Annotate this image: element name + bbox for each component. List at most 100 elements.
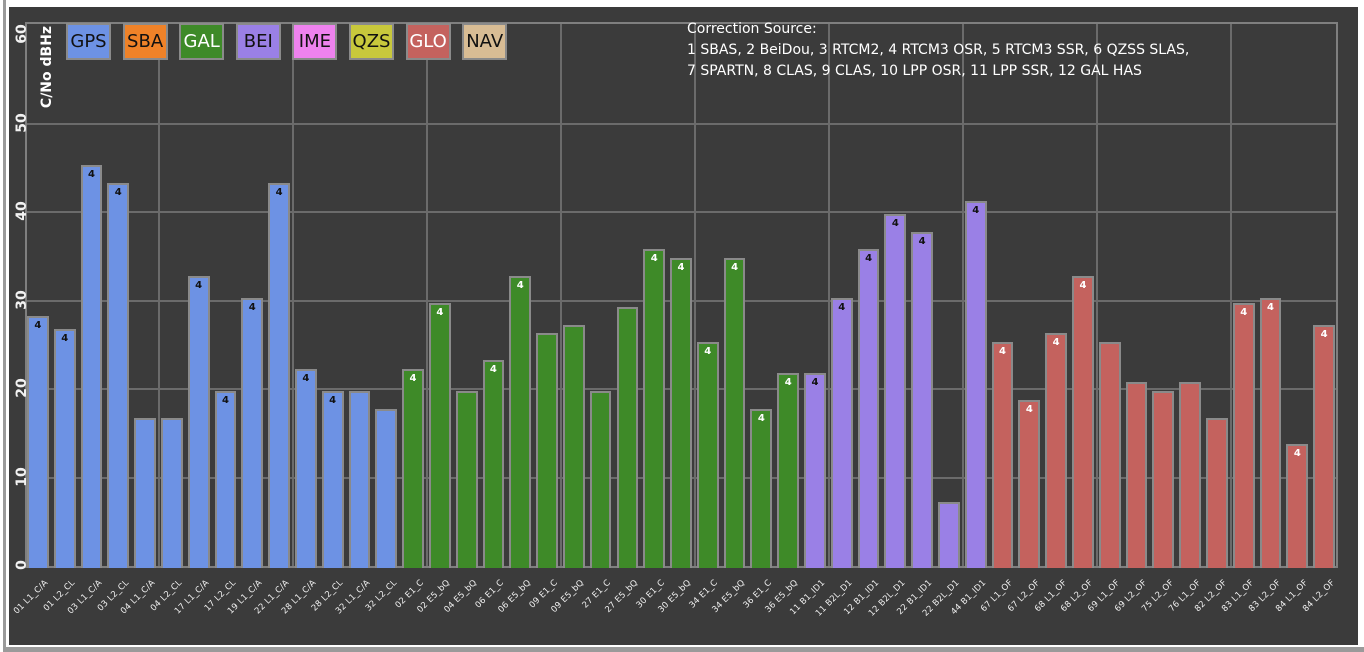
bar-corr-label: 4 — [838, 302, 846, 314]
y-tick-label-30: 30 — [14, 289, 30, 310]
bar-corr-label: 4 — [972, 204, 980, 216]
note-line: 7 SPARTN, 8 CLAS, 9 CLAS, 10 LPP OSR, 11… — [687, 63, 1142, 79]
bar-28-L1-C-A: 4 — [294, 368, 317, 568]
legend-chip-bei[interactable]: BEI — [235, 23, 281, 60]
bar-corr-label: 4 — [1052, 337, 1060, 349]
bar-28-L2-CL: 4 — [321, 391, 344, 568]
bar-69-L2-OF — [1125, 382, 1148, 568]
legend-chip-ime[interactable]: IME — [292, 23, 338, 60]
bar-36-E1-C: 4 — [750, 408, 773, 568]
window-bottom-scrollbar[interactable] — [3, 647, 1364, 652]
bar-corr-label: 4 — [436, 306, 444, 318]
bar-22-L1-C-A: 4 — [268, 183, 290, 568]
bar-09-E5-bQ — [562, 324, 585, 568]
x-axis-ticks: 01 L1_C/A 01 L2_CL 03 L1_C/A 03 L2_CL 04 L1_… — [12, 572, 1338, 642]
bar-corr-label: 4 — [677, 262, 685, 274]
bar-corr-label: 4 — [248, 302, 256, 314]
v-gridline — [1095, 22, 1098, 568]
bar-corr-label: 4 — [329, 395, 337, 406]
plot-area: 4 4 4 4 4 4 4 4 4 4 4 4 4 4 4 4 4 4 4 4 4 4 4 4 4 4 4 4 4 4 4 4 4 4 — [25, 22, 1338, 568]
bar-04-E5-bQ — [455, 391, 478, 568]
v-gridline — [827, 22, 830, 568]
bar-corr-label: 4 — [275, 187, 283, 199]
bar-69-L1-OF — [1098, 342, 1121, 568]
bar-84-L1-OF: 4 — [1286, 444, 1309, 568]
bar-corr-label: 4 — [114, 187, 122, 199]
legend-chip-qzs[interactable]: QZS — [349, 23, 394, 60]
bar-76-L1-OF — [1179, 382, 1201, 568]
correction-source-note: Correction Source: 1 SBAS, 2 BeiDou, 3 RT… — [687, 19, 1189, 82]
bar-83-L2-OF: 4 — [1259, 298, 1282, 568]
bar-17-L1-C-A: 4 — [187, 275, 210, 568]
bar-corr-label: 4 — [1025, 403, 1033, 415]
bar-27-E1-C — [589, 391, 612, 568]
bar-corr-label: 4 — [650, 253, 658, 265]
y-axis-label-box: C/No dBHz — [36, 21, 58, 113]
bar-09-E1-C — [536, 333, 558, 568]
bar-22-B1-ID1: 4 — [911, 231, 934, 568]
h-gridline-50 — [25, 122, 1338, 125]
bar-32-L1-C-A — [348, 391, 371, 568]
y-tick-label-50: 50 — [14, 112, 30, 133]
h-gridline-40 — [25, 211, 1338, 213]
bar-corr-label: 4 — [865, 253, 873, 265]
bar-corr-label: 4 — [1267, 302, 1274, 314]
y-tick-label-60: 60 — [14, 24, 30, 44]
note-title: Correction Source: — [687, 21, 817, 37]
bar-corr-label: 4 — [811, 377, 819, 389]
bar-44-B1-ID1: 4 — [964, 200, 987, 568]
bar-03-L2-CL: 4 — [107, 183, 130, 568]
bar-06-E5-bQ: 4 — [509, 275, 532, 568]
bar-corr-label: 4 — [87, 169, 95, 181]
bar-corr-label: 4 — [999, 346, 1007, 358]
bar-corr-label: 4 — [1240, 306, 1248, 318]
bar-67-L1-OF: 4 — [991, 342, 1014, 568]
legend-chip-gps[interactable]: GPS — [66, 23, 111, 60]
v-gridline — [291, 22, 294, 568]
bar-12-B2L-D1: 4 — [884, 214, 907, 568]
v-gridline — [157, 22, 160, 568]
bar-corr-label: 4 — [1293, 448, 1301, 460]
v-gridline — [961, 22, 964, 568]
bar-84-L2-OF: 4 — [1313, 324, 1335, 568]
legend-chip-gal[interactable]: GAL — [179, 23, 225, 60]
v-gridline — [693, 22, 696, 568]
bar-corr-label: 4 — [61, 333, 69, 345]
bar-corr-label: 4 — [891, 218, 899, 229]
bar-corr-label: 4 — [757, 412, 765, 424]
v-gridline — [559, 22, 562, 568]
window-left-border — [3, 0, 6, 652]
bar-corr-label: 4 — [704, 346, 712, 358]
y-tick-label-40: 40 — [14, 201, 30, 221]
bar-03-L1-C-A: 4 — [80, 165, 103, 568]
bar-34-E1-C: 4 — [696, 342, 719, 568]
bar-68-L1-OF: 4 — [1045, 333, 1068, 568]
bar-01-L2-CL: 4 — [53, 329, 76, 568]
legend-chip-nav[interactable]: NAV — [462, 23, 508, 60]
bar-04-L1-C-A — [134, 417, 156, 568]
bar-corr-label: 4 — [1079, 279, 1087, 291]
bar-68-L2-OF: 4 — [1072, 275, 1094, 568]
bar-67-L2-OF: 4 — [1018, 399, 1041, 568]
bar-12-B1-ID1: 4 — [857, 249, 880, 568]
bar-01-L1-C-A: 4 — [27, 315, 49, 568]
bar-22-B2L-D1 — [938, 501, 960, 568]
bar-36-E5-bQ: 4 — [777, 373, 800, 568]
bar-corr-label: 4 — [489, 364, 497, 376]
bar-11-B1-ID1: 4 — [804, 373, 826, 568]
y-tick-label-20: 20 — [14, 378, 30, 398]
bar-corr-label: 4 — [195, 279, 203, 291]
v-gridline — [1229, 22, 1232, 568]
note-line: 1 SBAS, 2 BeiDou, 3 RTCM2, 4 RTCM3 OSR, … — [687, 42, 1190, 58]
bar-04-L2-CL — [160, 417, 183, 568]
y-axis-ticks: 0 10 20 30 40 50 60 — [9, 22, 33, 570]
legend-chip-glo[interactable]: GLO — [405, 23, 451, 60]
legend-chip-sba[interactable]: SBA — [122, 23, 168, 60]
bar-82-L2-OF — [1206, 417, 1228, 568]
bar-corr-label: 4 — [1320, 328, 1328, 340]
x-tick-label: 01 L1_C/A — [12, 578, 51, 617]
bar-corr-label: 4 — [302, 372, 310, 384]
bar-corr-label: 4 — [516, 279, 524, 291]
